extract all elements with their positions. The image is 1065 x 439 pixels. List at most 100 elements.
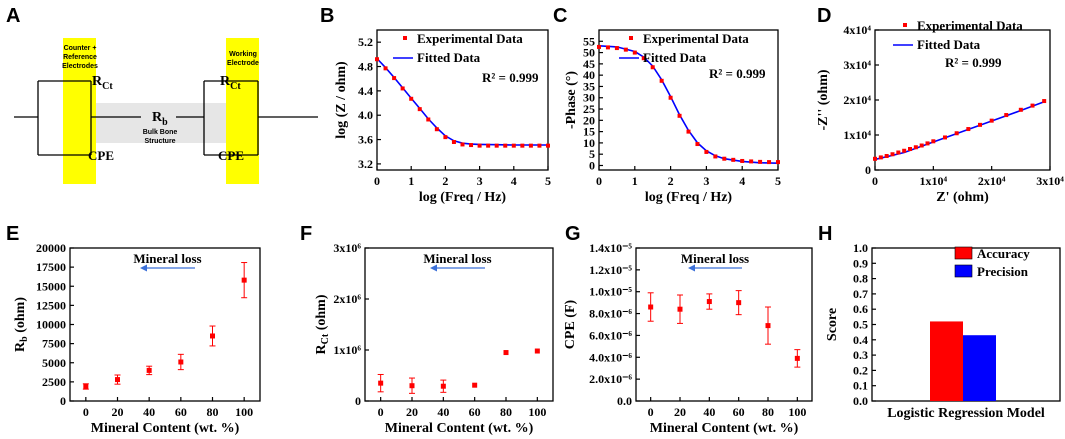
panel-letter-d: D	[817, 5, 831, 27]
y-tick-label: 3.2	[358, 157, 373, 171]
accuracy-bar	[930, 321, 963, 401]
r-squared-note: R² = 0.999	[945, 55, 1002, 70]
rct-right-label: RCt	[220, 74, 241, 92]
legend-accuracy-label: Accuracy	[977, 246, 1030, 261]
x-tick-label: 4	[511, 174, 517, 188]
y-tick-label: 0.4	[853, 333, 868, 347]
data-point	[83, 383, 89, 389]
experimental-point	[713, 154, 718, 159]
chart-d: 0 1x10⁴ 2x10⁴ 3x10⁴ 4x10⁴ 0 1x10⁴ 2x10⁴ 3x10⁴ Z' …	[816, 18, 1064, 205]
y-tick-label: 1.4x10⁻⁵	[589, 241, 632, 255]
experimental-point	[731, 157, 736, 162]
x-tick-label: 0	[872, 174, 878, 188]
y-tick-label: 30	[583, 91, 595, 105]
y-tick-label: 7500	[42, 337, 66, 351]
x-tick-label: 3x10⁴	[1036, 174, 1064, 188]
x-tick-label: 2	[668, 174, 674, 188]
y-tick-label: 2x10⁴	[843, 93, 871, 107]
data-point	[241, 277, 247, 283]
x-axis-label: log (Freq / Hz)	[419, 190, 507, 205]
experimental-point	[925, 141, 930, 146]
cpe-right-label: CPE	[218, 148, 244, 163]
y-tick-label: 40	[583, 68, 595, 82]
x-tick-label: 0	[648, 405, 654, 419]
mineral-loss-label: Mineral loss	[133, 251, 201, 266]
plot-frame	[376, 29, 549, 171]
counter-label-line2: Reference	[63, 54, 97, 61]
panel-letter-c: C	[553, 5, 567, 27]
y-tick-label: 55	[583, 34, 595, 48]
plot-frame	[598, 29, 779, 171]
y-tick-label: 0.9	[853, 256, 868, 270]
y-tick-label: 0	[355, 394, 361, 408]
y-tick-label: 1.0	[853, 241, 868, 255]
bulk-label-line1: Bulk Bone	[143, 129, 178, 136]
x-tick-label: 100	[235, 405, 253, 419]
legend-experimental-marker	[403, 36, 407, 40]
experimental-point	[641, 56, 646, 61]
working-electrode-band	[226, 38, 259, 184]
data-point	[440, 383, 446, 389]
x-axis-label: Logistic Regression Model	[887, 406, 1045, 421]
experimental-point	[605, 45, 610, 50]
y-tick-label: 0.3	[853, 348, 868, 362]
experimental-point	[758, 159, 763, 164]
y-tick-label: 0.0	[617, 394, 632, 408]
data-point	[472, 382, 478, 388]
experimental-point	[503, 143, 508, 148]
y-tick-label: 0.5	[853, 318, 868, 332]
y-tick-label: 15000	[36, 279, 66, 293]
counter-label-line1: Counter +	[64, 45, 97, 52]
y-tick-label: 10000	[36, 318, 66, 332]
y-tick-label: 0	[865, 163, 871, 177]
experimental-point	[749, 159, 754, 164]
experimental-point	[1030, 103, 1035, 108]
y-tick-label: 3x10⁴	[843, 58, 871, 72]
experimental-point	[695, 142, 700, 147]
y-tick-label: 45	[583, 57, 595, 71]
chart-e: 0 2500 5000 7500 10000 12500 15000 17500 20000 0 2…	[13, 241, 261, 436]
experimental-point	[426, 117, 431, 122]
experimental-point	[597, 44, 601, 49]
experimental-point	[902, 148, 907, 153]
equivalent-circuit-diagram: Counter + Reference Electrodes Working E…	[14, 38, 318, 184]
y-tick-label: 0.7	[853, 287, 868, 301]
experimental-point	[392, 76, 397, 81]
data-point	[677, 306, 683, 312]
mineral-loss-arrowhead	[140, 264, 147, 272]
experimental-point	[469, 143, 474, 148]
y-tick-label: 0.2	[853, 363, 868, 377]
y-tick-label: 3x10⁶	[333, 241, 361, 255]
y-tick-label: 12500	[36, 298, 66, 312]
legend-fitted-label: Fitted Data	[417, 50, 481, 65]
counter-label-line3: Electrodes	[62, 63, 98, 70]
y-axis-label: -Phase (°)	[564, 71, 579, 129]
mineral-loss-arrowhead	[688, 264, 695, 272]
y-axis-label: log (Z / ohm)	[334, 61, 349, 139]
experimental-point	[890, 152, 895, 157]
experimental-point	[704, 149, 709, 154]
y-tick-label: 4.0x10⁻⁶	[589, 350, 632, 364]
x-axis-label: Z' (ohm)	[936, 190, 989, 205]
plot-frame	[364, 247, 554, 402]
data-point	[706, 299, 712, 305]
data-point	[648, 304, 654, 310]
precision-bar	[963, 335, 996, 401]
y-tick-label: 6.0x10⁻⁶	[589, 328, 632, 342]
y-tick-label: 15	[583, 125, 595, 139]
chart-f: 0 1x10⁶ 2x10⁶ 3x10⁶ 0 20 40 60 80 100 Mineral Cont…	[314, 241, 554, 436]
y-tick-label: 4.8	[358, 60, 373, 74]
x-tick-label: 40	[437, 405, 449, 419]
y-tick-label: 8.0x10⁻⁶	[589, 307, 632, 321]
legend-precision-label: Precision	[977, 264, 1029, 279]
y-axis-label: Score	[825, 308, 840, 341]
legend-experimental-marker	[903, 23, 907, 27]
experimental-point	[486, 143, 491, 148]
x-tick-label: 60	[469, 405, 481, 419]
y-tick-label: 20000	[36, 241, 66, 255]
experimental-point	[443, 135, 448, 140]
data-point	[146, 367, 152, 373]
y-tick-label: 0	[60, 394, 66, 408]
experimental-point	[913, 145, 918, 150]
data-point	[210, 333, 215, 339]
